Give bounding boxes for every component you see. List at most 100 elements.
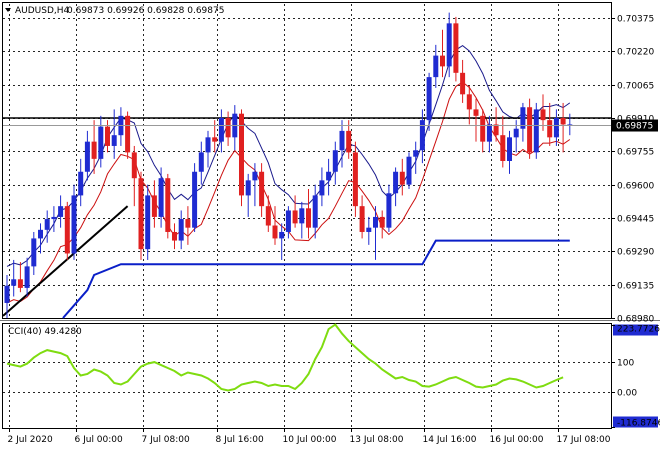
price-panel[interactable] xyxy=(2,2,612,319)
candle[interactable] xyxy=(413,141,419,174)
candle[interactable] xyxy=(319,167,325,207)
candle[interactable] xyxy=(4,274,10,318)
candle[interactable] xyxy=(185,206,191,245)
candle[interactable] xyxy=(192,163,198,232)
candle[interactable] xyxy=(299,201,305,239)
candle[interactable] xyxy=(31,231,37,275)
candle[interactable] xyxy=(306,188,311,239)
candle[interactable] xyxy=(17,262,23,293)
candle[interactable] xyxy=(38,223,43,254)
candle[interactable] xyxy=(567,113,573,136)
candle[interactable] xyxy=(500,115,506,168)
candle[interactable] xyxy=(339,120,345,168)
candle[interactable] xyxy=(145,184,151,260)
trendline[interactable] xyxy=(2,205,129,317)
candle-body xyxy=(192,171,198,228)
candle[interactable] xyxy=(466,85,472,125)
candle-body xyxy=(352,152,358,207)
candle[interactable] xyxy=(399,158,405,196)
candle[interactable] xyxy=(433,44,439,88)
candle-body xyxy=(527,107,533,153)
candle[interactable] xyxy=(453,16,459,82)
candle[interactable] xyxy=(547,102,553,146)
candle-body xyxy=(158,178,164,217)
candle[interactable] xyxy=(540,94,546,131)
candle[interactable] xyxy=(111,109,117,159)
candle[interactable] xyxy=(359,195,365,239)
candle[interactable] xyxy=(393,167,399,207)
candle-body xyxy=(198,152,204,172)
candle[interactable] xyxy=(84,130,90,181)
candle[interactable] xyxy=(520,102,526,142)
candle[interactable] xyxy=(480,109,486,153)
candle[interactable] xyxy=(446,12,452,78)
candle[interactable] xyxy=(373,206,378,260)
candle[interactable] xyxy=(379,210,385,239)
candle[interactable] xyxy=(352,141,358,217)
time-tick-label: 14 Jul 16:00 xyxy=(423,435,477,445)
cci-panel[interactable] xyxy=(2,323,612,429)
candle[interactable] xyxy=(91,120,97,174)
candle[interactable] xyxy=(366,216,372,245)
candle[interactable] xyxy=(24,257,30,297)
candle-body xyxy=(507,137,512,161)
candle[interactable] xyxy=(239,109,244,207)
candle[interactable] xyxy=(553,109,559,146)
candle[interactable] xyxy=(165,173,171,239)
candle[interactable] xyxy=(198,141,204,185)
candle[interactable] xyxy=(292,195,298,228)
candle[interactable] xyxy=(533,102,539,159)
candle[interactable] xyxy=(386,184,392,232)
candle[interactable] xyxy=(527,98,533,159)
dropdown-arrow-icon[interactable] xyxy=(5,8,11,12)
candle[interactable] xyxy=(98,115,104,168)
candle[interactable] xyxy=(332,141,338,185)
candle-body xyxy=(346,130,352,153)
candle[interactable] xyxy=(51,206,57,232)
candle-body xyxy=(446,23,452,67)
candle[interactable] xyxy=(460,59,466,103)
candle[interactable] xyxy=(71,184,77,260)
candle[interactable] xyxy=(440,29,445,78)
candle[interactable] xyxy=(486,115,492,153)
candle[interactable] xyxy=(326,158,332,196)
candle[interactable] xyxy=(279,223,285,260)
candle[interactable] xyxy=(560,102,566,153)
candle[interactable] xyxy=(406,152,412,189)
candle[interactable] xyxy=(178,210,184,250)
time-tick-label: 2 Jul 2020 xyxy=(8,435,53,445)
candle[interactable] xyxy=(11,259,17,297)
candle[interactable] xyxy=(245,173,251,217)
support-line[interactable] xyxy=(62,239,570,319)
candle[interactable] xyxy=(58,195,64,228)
candle[interactable] xyxy=(272,206,278,245)
candle[interactable] xyxy=(419,109,425,164)
candle[interactable] xyxy=(426,72,432,131)
candle[interactable] xyxy=(493,107,499,142)
candle[interactable] xyxy=(259,163,265,217)
candle[interactable] xyxy=(138,171,144,260)
candle[interactable] xyxy=(125,111,131,159)
candle[interactable] xyxy=(158,167,164,228)
candle[interactable] xyxy=(78,158,84,207)
candle[interactable] xyxy=(172,223,177,250)
candle-body xyxy=(460,72,466,95)
candle[interactable] xyxy=(473,98,479,142)
candle-body xyxy=(239,113,244,196)
candle[interactable] xyxy=(312,184,318,239)
candle[interactable] xyxy=(225,111,231,146)
candle[interactable] xyxy=(151,180,157,228)
candle[interactable] xyxy=(205,130,211,168)
current-price-tag xyxy=(612,119,658,132)
candle[interactable] xyxy=(252,163,258,207)
candle[interactable] xyxy=(507,130,512,174)
candle[interactable] xyxy=(285,206,291,239)
candle[interactable] xyxy=(218,109,224,153)
candle-body xyxy=(64,206,70,254)
candle[interactable] xyxy=(131,145,137,207)
candle[interactable] xyxy=(265,195,271,232)
candle[interactable] xyxy=(64,201,70,260)
candle[interactable] xyxy=(346,120,352,159)
candle[interactable] xyxy=(44,210,50,243)
